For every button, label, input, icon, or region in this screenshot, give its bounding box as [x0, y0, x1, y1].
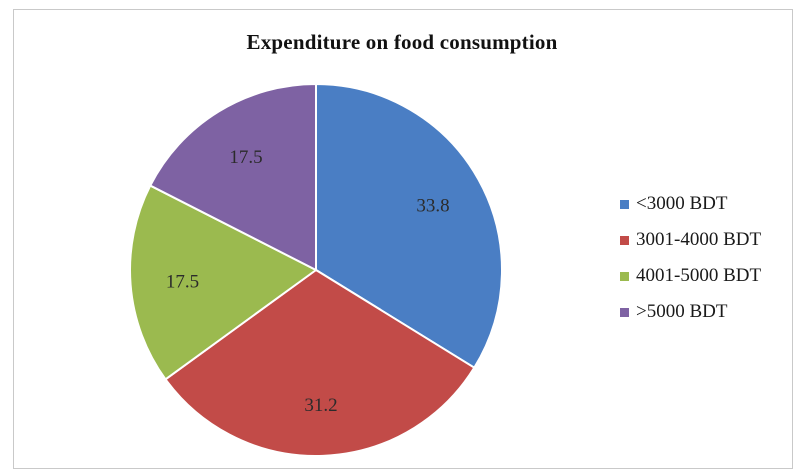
pie-slices: [129, 82, 503, 457]
legend-item-3001-4000: 3001-4000 BDT: [620, 229, 761, 251]
legend-label: >5000 BDT: [636, 301, 728, 322]
legend-label: 4001-5000 BDT: [636, 265, 762, 286]
legend-item-4001-5000: 4001-5000 BDT: [620, 265, 761, 287]
legend-swatch: [620, 271, 629, 281]
slice-gt5000: [148, 82, 317, 272]
pie-data-labels: 33.8 31.2 17.5 17.5: [166, 147, 450, 416]
legend-swatch: [620, 307, 629, 317]
legend-label: 3001-4000 BDT: [636, 229, 762, 250]
data-label: 31.2: [304, 395, 337, 416]
data-label: 17.5: [166, 272, 199, 293]
data-label: 33.8: [416, 196, 449, 217]
legend-item-lt3000: <3000 BDT: [620, 193, 761, 215]
legend-swatch: [620, 199, 629, 209]
legend-label: <3000 BDT: [636, 193, 728, 214]
slice-3001-4000: [164, 268, 476, 457]
data-label: 17.5: [229, 147, 262, 168]
chart-title: Expenditure on food consumption: [246, 30, 558, 54]
legend: <3000 BDT 3001-4000 BDT 4001-5000 BDT >5…: [620, 193, 761, 337]
slice-4001-5000: [129, 184, 318, 381]
legend-swatch: [620, 235, 629, 245]
legend-item-gt5000: >5000 BDT: [620, 301, 761, 323]
slice-lt3000: [315, 82, 503, 370]
